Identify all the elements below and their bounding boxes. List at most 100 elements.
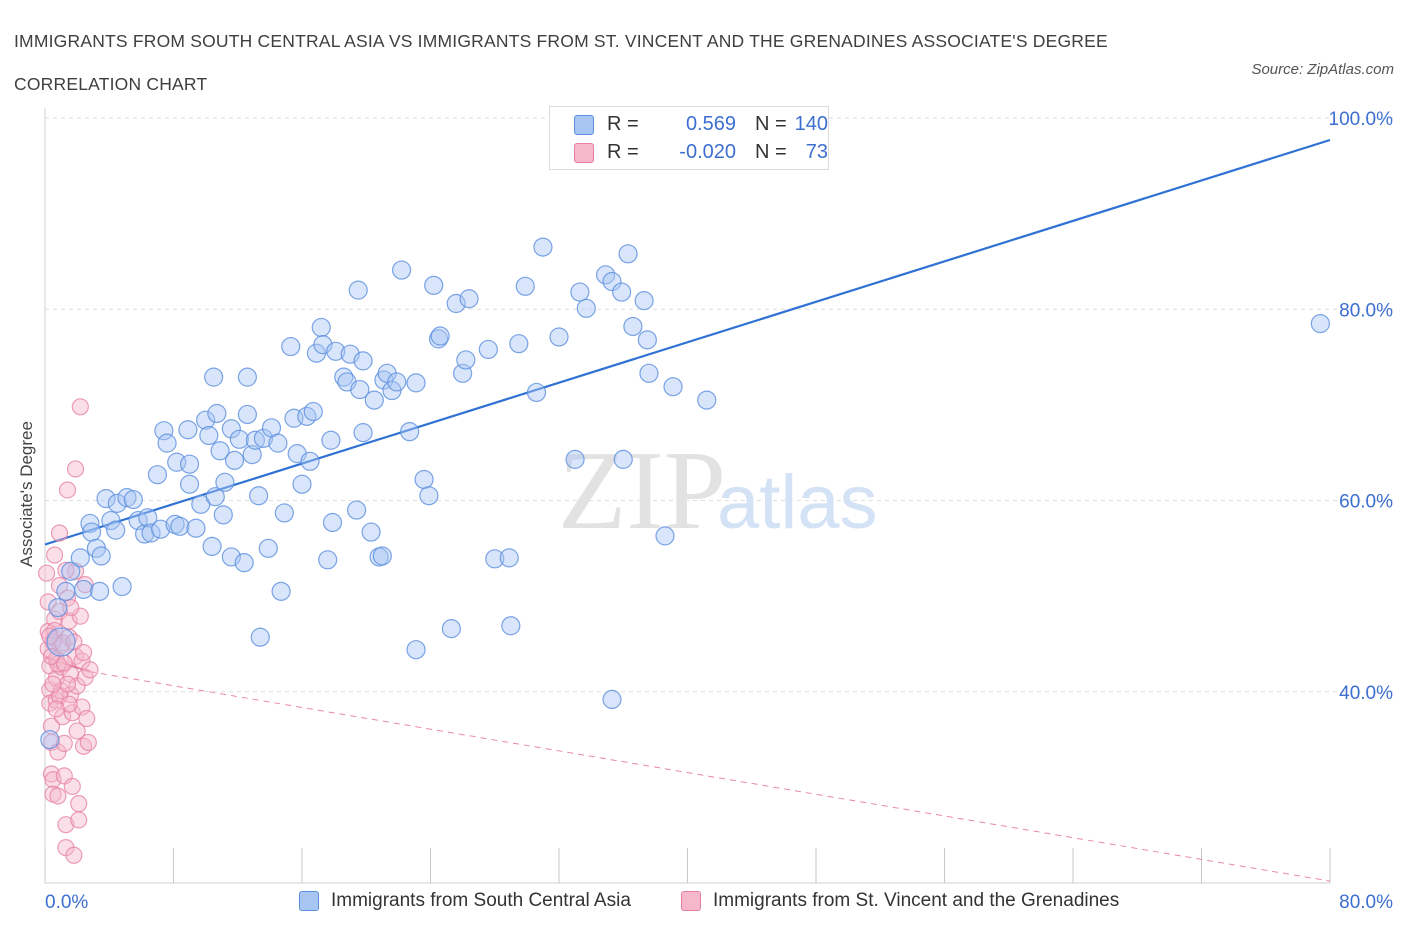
- data-point-pink: [78, 709, 96, 728]
- data-point-pink: [60, 628, 78, 646]
- data-point-blue: [311, 317, 331, 338]
- data-point-blue: [347, 500, 367, 520]
- data-point-blue: [456, 350, 476, 370]
- data-point-blue: [637, 330, 657, 350]
- data-point-blue: [179, 474, 200, 494]
- x-tick-label: 0.0%: [45, 892, 88, 913]
- data-point-blue: [90, 581, 110, 601]
- legend-label-blue: Immigrants from South Central Asia: [331, 890, 631, 911]
- data-point-blue: [414, 469, 434, 490]
- chart-title: IMMIGRANTS FROM SOUTH CENTRAL ASIA VS IM…: [14, 31, 1108, 94]
- pink-swatch: [574, 143, 594, 163]
- r-label: R =: [607, 141, 639, 163]
- data-point-blue: [348, 280, 368, 300]
- data-point-blue: [205, 487, 225, 507]
- data-point-blue: [224, 450, 245, 470]
- y-axis-label: Associate's Degree: [17, 421, 36, 567]
- data-point-blue: [107, 493, 127, 513]
- data-point-blue: [419, 486, 439, 506]
- data-point-blue: [40, 729, 60, 750]
- data-point-pink: [71, 607, 89, 625]
- data-point-blue: [274, 503, 294, 523]
- data-point-blue: [210, 441, 230, 461]
- data-point-blue: [237, 404, 257, 425]
- data-point-blue: [199, 425, 219, 446]
- series-pink-points: [38, 398, 99, 864]
- data-point-blue: [221, 419, 241, 439]
- data-point-blue: [157, 433, 177, 453]
- data-point-pink: [57, 816, 75, 834]
- data-point-blue: [234, 553, 254, 573]
- data-point-blue: [430, 326, 450, 346]
- data-point-blue: [391, 260, 412, 280]
- data-point-blue: [101, 510, 121, 531]
- data-point-blue: [303, 401, 323, 422]
- data-point-blue: [73, 579, 94, 600]
- data-point-pink: [38, 564, 56, 582]
- data-point-blue: [350, 379, 370, 400]
- y-tick-label: 40.0%: [1339, 683, 1393, 704]
- legend-swatch-pink: [681, 891, 701, 911]
- data-point-blue: [326, 341, 346, 361]
- data-point-blue: [372, 546, 392, 566]
- n-label: N =: [755, 141, 787, 163]
- data-point-pink: [47, 700, 65, 718]
- data-point-blue: [138, 508, 158, 528]
- data-point-blue: [697, 390, 717, 410]
- data-point-blue: [318, 550, 338, 570]
- data-point-blue: [186, 518, 206, 538]
- data-point-blue: [48, 597, 68, 618]
- trend-line-pink-extension: [89, 671, 1331, 882]
- legend-swatch-blue: [299, 891, 319, 911]
- data-point-blue: [321, 430, 341, 450]
- n-label: N =: [755, 113, 787, 135]
- data-point-blue: [364, 390, 384, 410]
- data-point-blue: [1310, 313, 1330, 334]
- data-point-blue: [459, 289, 479, 309]
- data-point-pink: [63, 777, 81, 796]
- data-point-pink: [41, 627, 59, 645]
- data-point-blue: [207, 403, 227, 424]
- data-point-pink: [44, 771, 62, 789]
- data-point-blue: [499, 548, 519, 568]
- data-point-blue: [253, 428, 274, 448]
- data-point-blue: [424, 275, 444, 295]
- data-point-blue: [406, 373, 426, 393]
- data-point-pink: [66, 460, 85, 478]
- data-point-blue: [215, 472, 235, 492]
- legend-label-pink: Immigrants from St. Vincent and the Gren…: [713, 890, 1120, 911]
- source-label: Source: ZipAtlas.com: [1251, 61, 1394, 78]
- data-point-blue: [151, 519, 171, 539]
- data-point-blue: [154, 421, 174, 441]
- data-point-blue: [602, 689, 622, 710]
- data-point-blue: [441, 619, 461, 639]
- data-point-blue: [141, 523, 161, 543]
- data-point-blue: [70, 548, 90, 568]
- data-point-blue: [533, 237, 553, 257]
- data-point-blue: [570, 282, 590, 302]
- data-point-blue: [202, 536, 222, 557]
- trend-line-blue: [44, 138, 1331, 546]
- data-point-blue: [268, 433, 288, 453]
- data-point-blue: [549, 327, 569, 347]
- data-point-blue: [258, 538, 278, 558]
- data-point-blue: [106, 520, 126, 540]
- data-point-blue: [406, 640, 426, 660]
- data-point-blue: [576, 298, 596, 318]
- data-point-blue: [509, 334, 529, 354]
- data-point-blue: [123, 489, 143, 510]
- data-point-pink: [60, 695, 78, 713]
- data-point-blue: [602, 271, 622, 292]
- data-point-blue: [196, 410, 216, 430]
- data-point-pink: [47, 691, 65, 709]
- data-point-blue: [170, 516, 190, 536]
- data-point-blue: [81, 522, 102, 542]
- data-point-blue: [634, 291, 654, 311]
- r-value-blue: 0.569: [685, 113, 736, 135]
- data-point-blue: [361, 522, 381, 542]
- blue-swatch: [574, 115, 594, 135]
- data-point-pink: [71, 398, 89, 416]
- data-point-blue: [147, 465, 168, 485]
- data-point-blue: [400, 422, 420, 442]
- data-point-blue: [613, 449, 633, 469]
